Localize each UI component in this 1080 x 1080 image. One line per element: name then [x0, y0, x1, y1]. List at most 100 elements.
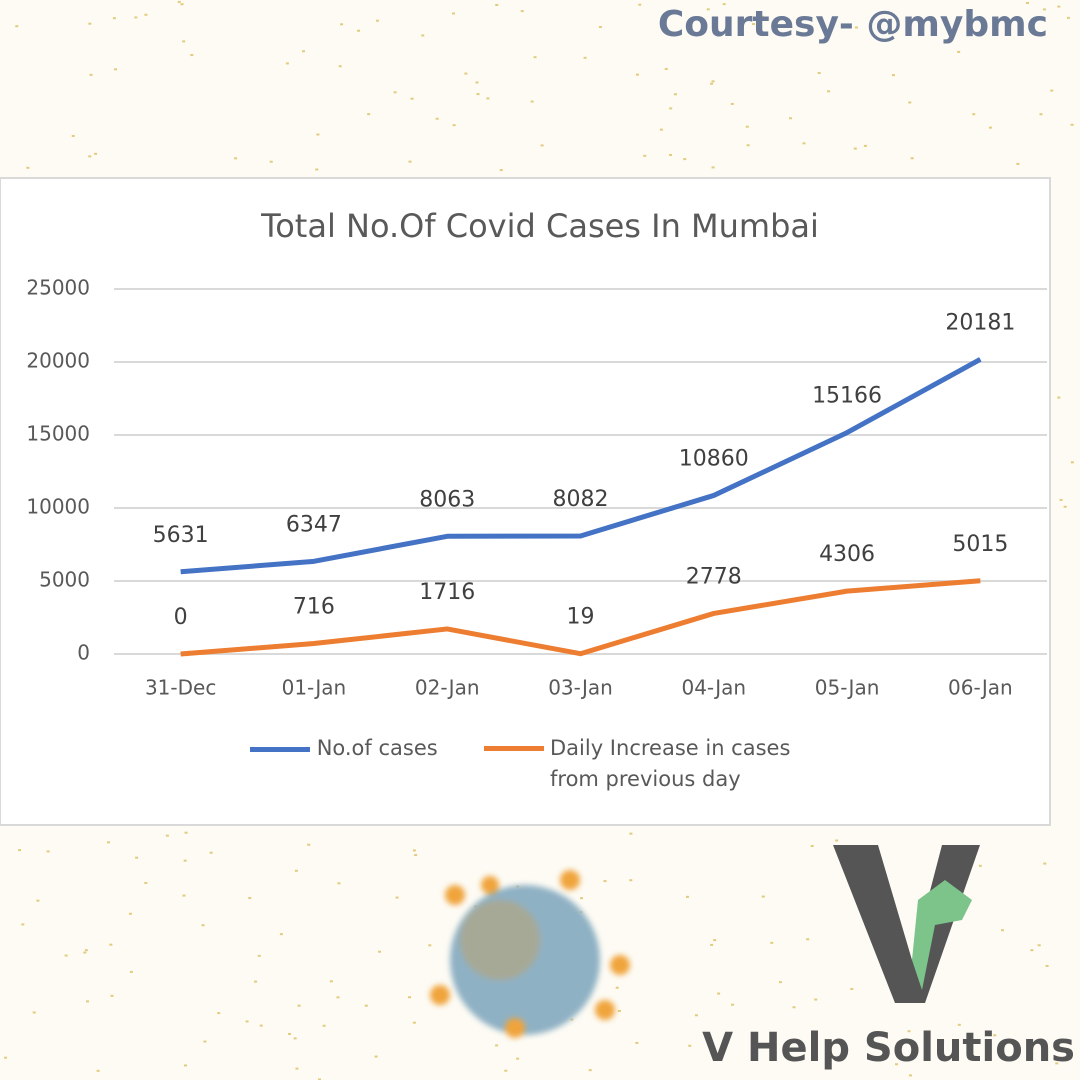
speckle	[128, 912, 132, 915]
speckle	[520, 10, 524, 13]
speckle	[88, 22, 92, 25]
speckle	[26, 166, 30, 169]
speckle	[337, 882, 341, 885]
y-tick-label: 0	[77, 641, 90, 665]
speckle	[15, 25, 19, 28]
speckle	[209, 851, 213, 854]
chart-panel	[0, 177, 1051, 826]
speckle	[1043, 862, 1047, 865]
speckle	[957, 1023, 961, 1026]
speckle	[806, 938, 810, 941]
speckle	[685, 895, 689, 898]
series-line	[180, 578, 981, 657]
x-tick-label: 31-Dec	[145, 676, 216, 700]
speckle	[895, 1063, 898, 1066]
data-label: 10860	[679, 446, 749, 471]
speckle	[669, 153, 673, 156]
speckle	[414, 854, 418, 857]
speckle	[1063, 505, 1067, 508]
x-tick-label: 03-Jan	[548, 676, 613, 700]
speckle	[254, 980, 258, 983]
speckle	[340, 23, 344, 26]
speckle	[86, 1000, 90, 1003]
speckle	[182, 894, 186, 897]
speckle	[638, 3, 642, 6]
speckle	[374, 1055, 378, 1058]
speckle	[182, 40, 186, 43]
speckle	[629, 832, 633, 835]
speckle	[583, 56, 587, 59]
speckle	[635, 1041, 639, 1044]
speckle	[499, 169, 503, 172]
speckle	[1037, 944, 1041, 947]
speckle	[910, 157, 914, 160]
speckle	[629, 879, 633, 882]
speckle	[234, 157, 238, 160]
speckle	[1016, 162, 1020, 165]
speckle	[1042, 8, 1046, 11]
speckle	[710, 82, 714, 85]
speckle	[88, 155, 92, 158]
speckle	[516, 1057, 520, 1060]
legend-swatch	[484, 746, 544, 751]
speckle	[94, 152, 98, 155]
data-label: 5015	[952, 532, 1008, 557]
speckle	[217, 1012, 221, 1015]
speckle	[760, 15, 764, 18]
speckle	[375, 19, 379, 22]
chart-title: Total No.Of Covid Cases In Mumbai	[260, 207, 819, 245]
speckle	[322, 1024, 326, 1027]
speckle	[570, 1018, 574, 1021]
speckle	[1059, 498, 1063, 501]
speckle	[83, 951, 87, 954]
x-tick-label: 02-Jan	[415, 676, 480, 700]
data-label: 4306	[819, 542, 875, 567]
speckle	[1070, 123, 1074, 126]
speckle	[731, 1003, 735, 1006]
speckle	[393, 91, 397, 94]
speckle	[183, 859, 187, 862]
legend-item: Daily Increase in cases from previous da…	[484, 733, 794, 795]
speckle	[486, 97, 490, 100]
speckle	[307, 843, 311, 846]
speckle	[428, 944, 432, 947]
speckle	[107, 841, 111, 844]
speckle	[367, 113, 371, 116]
speckle	[135, 856, 139, 859]
speckle	[294, 869, 298, 872]
data-label: 8082	[553, 487, 609, 512]
speckle	[669, 107, 673, 110]
speckle	[4, 1056, 8, 1059]
speckle	[96, 1069, 100, 1072]
legend-swatch	[250, 746, 310, 752]
speckle	[395, 896, 399, 899]
speckle	[533, 56, 537, 59]
speckle	[746, 144, 750, 147]
speckle	[827, 90, 831, 93]
speckle	[792, 1006, 796, 1009]
speckle	[475, 81, 479, 84]
speckle	[129, 970, 133, 973]
speckle	[84, 949, 88, 952]
speckle	[421, 34, 425, 37]
speckle	[854, 26, 858, 29]
speckle	[588, 1069, 592, 1072]
speckle	[336, 996, 340, 999]
speckle	[530, 100, 534, 103]
speckle	[580, 897, 584, 900]
speckle	[495, 3, 499, 6]
speckle	[184, 1064, 188, 1067]
speckle	[927, 1045, 931, 1048]
speckle	[1045, 964, 1049, 967]
speckle	[908, 1074, 912, 1077]
speckle	[908, 101, 912, 104]
speckle	[1039, 113, 1043, 116]
speckle	[318, 1078, 322, 1080]
speckle	[452, 124, 456, 127]
speckle	[177, 0, 181, 3]
speckle	[288, 1032, 292, 1035]
speckle	[617, 1009, 621, 1012]
speckle	[817, 72, 821, 75]
speckle	[745, 125, 749, 128]
speckle	[717, 992, 721, 995]
